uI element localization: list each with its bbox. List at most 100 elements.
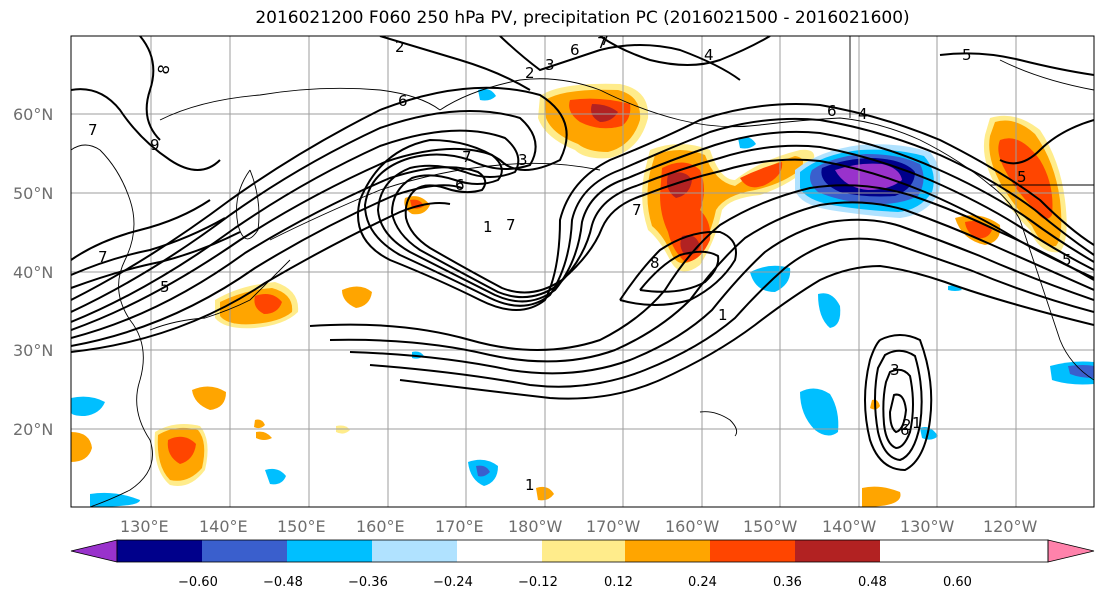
colorbar-left-extension xyxy=(70,539,118,563)
pv-label: 6 xyxy=(398,92,408,110)
pv-contour xyxy=(329,201,1094,363)
pv-label: 1 xyxy=(483,218,493,236)
pv-label: 4 xyxy=(704,46,714,64)
pv-contour-labels: 8 7 9 2 6 7 4 5 2 3 6 7 5 1 7 6 7 3 6 4 … xyxy=(88,31,1072,494)
precip-blob xyxy=(90,492,140,507)
pv-contour xyxy=(139,36,161,141)
pv-label: 1 xyxy=(525,476,535,494)
pv-label: 9 xyxy=(150,136,160,154)
colorbar-segment xyxy=(457,540,542,562)
pv-contour xyxy=(71,231,241,289)
precip-blob xyxy=(478,88,496,101)
pv-label: 2 xyxy=(395,38,405,56)
colorbar-right-extension xyxy=(1047,539,1095,563)
pv-contour xyxy=(874,349,923,462)
pv-contour xyxy=(349,218,1094,375)
pv-label: 5 xyxy=(1017,168,1027,186)
pv-contour xyxy=(71,144,1094,331)
pv-contour xyxy=(399,264,1094,400)
colorbar-segment xyxy=(710,540,795,562)
map-title: 2016021200 F060 250 hPa PV, precipitatio… xyxy=(255,8,910,28)
pv-label: 7 xyxy=(597,34,607,52)
pv-label: 8 xyxy=(650,254,660,272)
pv-label: 5 xyxy=(962,46,972,64)
pv-contour xyxy=(71,86,1094,311)
pv-contour xyxy=(369,237,1094,388)
lon-label: 170°W xyxy=(586,517,641,536)
pv-contour xyxy=(619,230,737,306)
colorbar-segment xyxy=(287,540,372,562)
pv-label: 6 xyxy=(827,102,837,120)
colorbar-tick-label: −0.36 xyxy=(348,575,388,590)
coastline-hawaii xyxy=(699,411,738,437)
pv-label: 1 xyxy=(912,414,922,432)
latitude-labels: 60°N 50°N 40°N 30°N 20°N xyxy=(13,105,53,439)
precip-negative-fields xyxy=(71,88,1094,507)
pv-contour xyxy=(864,334,933,472)
pv-label: 7 xyxy=(600,31,610,49)
precip-blob xyxy=(818,293,841,328)
colorbar-tick-label: 0.12 xyxy=(604,575,633,590)
precip-blob xyxy=(476,465,490,477)
pv-label: 7 xyxy=(506,216,516,234)
lat-label: 50°N xyxy=(13,184,53,203)
coastline-us-west xyxy=(1019,219,1094,381)
precip-blob xyxy=(667,172,692,198)
lon-label: 160°W xyxy=(665,517,720,536)
colorbar-segment xyxy=(372,540,457,562)
pv-label: 6 xyxy=(900,421,910,439)
pv-contour xyxy=(888,393,908,434)
precip-blob xyxy=(835,163,902,190)
precip-blob xyxy=(71,432,92,462)
colorbar-tick-label: 0.48 xyxy=(858,575,887,590)
colorbar-tick-label: 0.60 xyxy=(943,575,972,590)
precip-blob xyxy=(342,286,372,308)
pv-label: 7 xyxy=(98,248,108,266)
precip-blob xyxy=(256,431,272,440)
precip-blob xyxy=(591,104,618,122)
lon-label: 120°W xyxy=(983,517,1038,536)
precip-blob xyxy=(920,427,938,440)
lon-label: 150°E xyxy=(277,517,326,536)
pv-contours xyxy=(71,36,1094,472)
colorbar-tick-label: 0.36 xyxy=(773,575,802,590)
lon-label: 130°E xyxy=(120,517,169,536)
lon-label: 140°W xyxy=(822,517,877,536)
coastline-asia xyxy=(71,144,153,507)
lon-label: 170°E xyxy=(435,517,484,536)
pv-label: 5 xyxy=(1062,251,1072,269)
pv-label: 6 xyxy=(570,41,580,59)
precip-blob xyxy=(738,136,756,149)
colorbar-tick-label: 0.24 xyxy=(688,575,717,590)
coastline-aleutians xyxy=(269,162,601,241)
colorbar-tick-label: −0.48 xyxy=(263,575,303,590)
colorbar-outline xyxy=(116,539,1049,563)
pv-contour xyxy=(309,184,1094,351)
coastline-siberia xyxy=(159,87,441,121)
pv-label: 7 xyxy=(632,201,642,219)
map-frame xyxy=(70,35,1095,508)
pv-contour xyxy=(599,36,771,66)
coastline-kamchatka xyxy=(236,169,260,240)
pv-label: 8 xyxy=(154,63,173,76)
pv-contour xyxy=(71,109,1094,313)
lat-label: 60°N xyxy=(13,105,53,124)
pv-contour xyxy=(71,217,226,276)
precip-blob xyxy=(336,425,350,434)
pv-label: 2 xyxy=(525,64,535,82)
lat-label: 40°N xyxy=(13,263,53,282)
pv-contour xyxy=(71,129,1094,323)
lat-label: 30°N xyxy=(13,341,53,360)
precip-blob xyxy=(740,162,783,188)
precip-blob xyxy=(71,396,105,416)
pv-contour xyxy=(71,88,221,171)
lat-label: 20°N xyxy=(13,420,53,439)
precip-blob xyxy=(862,486,901,507)
coastline-hudson xyxy=(999,59,1094,91)
pv-contour xyxy=(379,36,531,91)
pv-label: 3 xyxy=(545,56,555,74)
pv-contour xyxy=(499,36,741,81)
precip-blob xyxy=(254,419,265,429)
lon-label: 130°W xyxy=(900,517,955,536)
pv-label: 5 xyxy=(160,278,170,296)
